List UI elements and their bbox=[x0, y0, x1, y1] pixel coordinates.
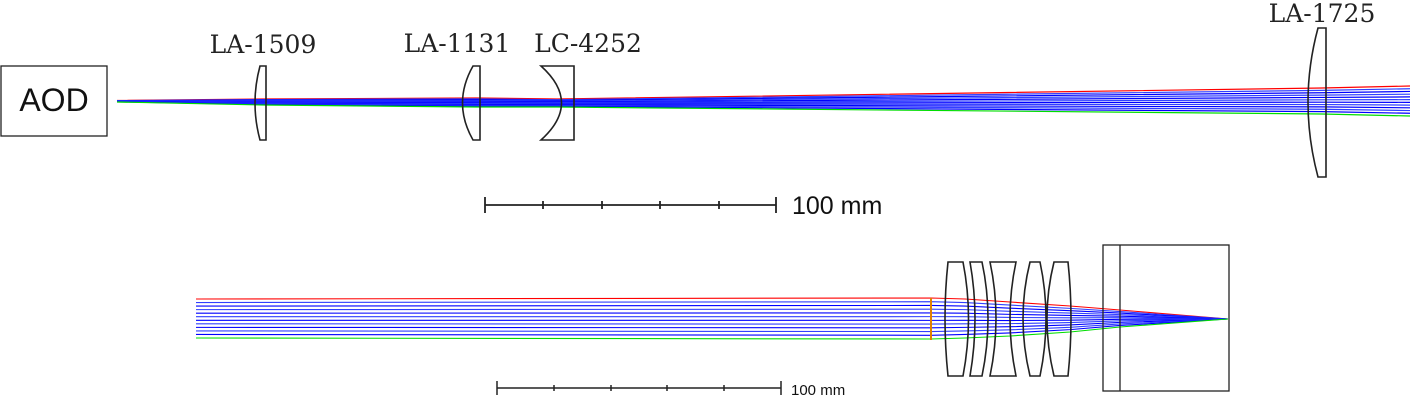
lens-la-1509 bbox=[254, 65, 267, 141]
lens-label-la-1725: LA-1725 bbox=[1269, 0, 1376, 28]
bottom-scale-bar-label: 100 mm bbox=[791, 382, 845, 399]
objective-lens-group bbox=[944, 261, 1072, 377]
aod-label: AOD bbox=[19, 82, 88, 118]
aod-box bbox=[0, 65, 108, 137]
lens-la-1725 bbox=[1307, 27, 1327, 178]
objective-lens-2 bbox=[969, 261, 989, 377]
top-scale-bar-label: 100 mm bbox=[792, 192, 882, 220]
lens-la-1131 bbox=[461, 65, 481, 141]
top-ray-fan bbox=[116, 85, 1410, 117]
top-ray bbox=[116, 101, 1410, 117]
lens-label-la-1131: LA-1131 bbox=[404, 29, 511, 58]
objective-lens-1 bbox=[944, 261, 970, 377]
lens-label-la-1509: LA-1509 bbox=[210, 30, 317, 59]
objective-lens-5 bbox=[1046, 261, 1072, 377]
bottom-ray bbox=[195, 316, 1229, 320]
bottom-scale-bar bbox=[496, 381, 782, 395]
objective-lens-3 bbox=[989, 261, 1017, 377]
objective-lens-4 bbox=[1022, 261, 1047, 377]
bottom-ray bbox=[195, 318, 1229, 322]
lens-label-lc-4252: LC-4252 bbox=[534, 29, 642, 58]
bottom-ray-fan bbox=[195, 297, 1229, 340]
lens-lc-4252 bbox=[538, 65, 575, 141]
top-scale-bar bbox=[484, 197, 777, 213]
sample-cell bbox=[1102, 244, 1230, 392]
